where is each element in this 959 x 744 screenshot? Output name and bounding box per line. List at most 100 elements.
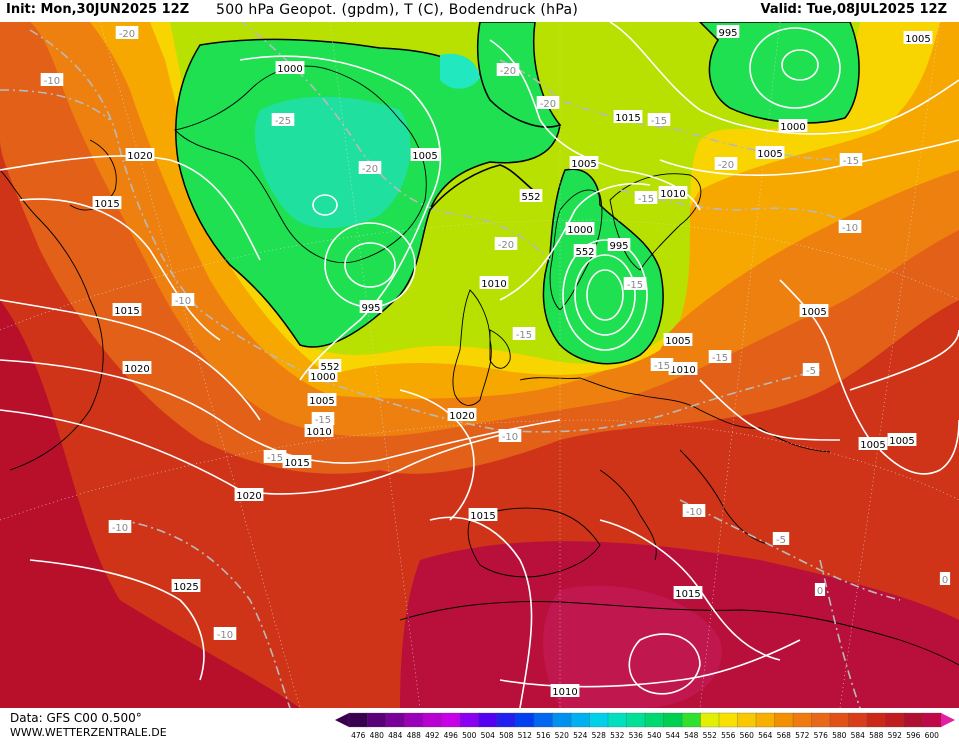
isobar-label-box: [410, 148, 440, 161]
isobar-label-text: 1015: [675, 589, 700, 600]
isotherm-label: -5: [772, 532, 790, 546]
chart-header: Init: Mon,30JUN2025 12Z 500 hPa Geopot. …: [0, 0, 959, 22]
isobar-label-box: [479, 276, 509, 289]
chart-title: 500 hPa Geopot. (gpdm), T (C), Bodendruc…: [216, 2, 579, 18]
isobar-label-text: 1005: [571, 159, 596, 170]
isotherm-label-box: [772, 532, 790, 545]
legend-swatch: [570, 712, 591, 728]
legend-swatch: [848, 712, 868, 728]
isotherm-label: -15: [839, 153, 863, 167]
isobar-label-text: 1010: [552, 687, 577, 698]
legend-value: 492: [425, 731, 440, 740]
isotherm-label: -15: [311, 412, 335, 426]
isobar-label-text: 1025: [173, 582, 198, 593]
init-time: Init: Mon,30JUN2025 12Z: [6, 2, 190, 17]
isobar-label-text: 1005: [905, 34, 930, 45]
legend-max-arrow: [941, 713, 955, 727]
legend-swatch: [459, 712, 480, 728]
isotherm-label-box: [634, 191, 658, 204]
isobar-label-box: [125, 148, 155, 161]
isotherm-label-box: [814, 583, 826, 596]
isobar-label-box: [304, 424, 334, 437]
legend-swatch: [607, 712, 628, 728]
isotherm-label-box: [494, 237, 518, 250]
geopotential-label-text: 552: [320, 362, 339, 373]
isotherm-label: -20: [494, 237, 518, 251]
isobar-label-box: [663, 333, 693, 346]
geopotential-label: 552: [519, 189, 543, 203]
isobar-label: 995: [607, 238, 631, 252]
isobar-label-box: [668, 362, 698, 375]
isobar-label-box: [112, 303, 142, 316]
legend-value: 528: [592, 731, 607, 740]
website-link[interactable]: WWW.WETTERZENTRALE.DE: [10, 726, 167, 739]
legend-swatch: [552, 712, 572, 728]
legend-swatch: [663, 712, 683, 728]
isotherm-label: -15: [634, 191, 658, 205]
legend-swatch: [737, 712, 757, 728]
isobar-label: 1000: [565, 222, 595, 236]
legend-value: 476: [351, 731, 366, 740]
isotherm-label-text: -25: [275, 116, 291, 127]
legend-value: 508: [499, 731, 514, 740]
isobar-label: 1010: [304, 424, 334, 438]
isotherm-label-text: -20: [500, 66, 516, 77]
isotherm-label: -15: [647, 113, 671, 127]
isotherm-label-text: 0: [817, 586, 823, 597]
isotherm-label-text: -5: [776, 535, 786, 546]
isotherm-label: -25: [271, 113, 295, 127]
isotherm-label: -10: [682, 504, 706, 518]
isobar-label-text: 1020: [124, 364, 149, 375]
legend-swatch: [385, 712, 406, 728]
legend-swatch: [589, 712, 609, 728]
isotherm-label-text: -10: [842, 223, 858, 234]
isotherm-label-text: -10: [175, 296, 191, 307]
isotherm-label: 0: [814, 583, 826, 597]
legend-value: 532: [610, 731, 625, 740]
isotherm-label-box: [213, 627, 237, 640]
isotherm-label: -10: [171, 293, 195, 307]
isobar-label: 1000: [308, 369, 338, 383]
legend-swatch: [515, 712, 535, 728]
isobar-label-box: [673, 586, 703, 599]
legend-swatch: [700, 712, 720, 728]
isotherm-label-text: -15: [315, 415, 331, 426]
weather-map: 1000 1020 1015 1015 1020 1005 995 1000 1005 1010 1…: [0, 22, 959, 708]
isobar-label-box: [903, 31, 933, 44]
isobar-label-box: [234, 488, 264, 501]
isobar-label: 1005: [799, 304, 829, 318]
isotherm-label-box: [263, 450, 287, 463]
isobar-label-box: [658, 186, 688, 199]
isobar-label-box: [307, 393, 337, 406]
isobar-label-box: [716, 25, 740, 38]
legend-value: 516: [536, 731, 551, 740]
fill-magenta-core: [543, 585, 722, 708]
isobar-label-text: 1010: [660, 189, 685, 200]
legend-value: 564: [758, 731, 773, 740]
legend-swatch: [922, 712, 942, 728]
isobar-label-text: 1005: [665, 336, 690, 347]
isobar-label: 1015: [613, 110, 643, 124]
isotherm-label-text: -15: [651, 116, 667, 127]
legend-swatch: [626, 712, 646, 728]
isobar-label-box: [613, 110, 643, 123]
legend-swatch: [478, 712, 498, 728]
isobars: [0, 22, 959, 708]
coastlines: [0, 65, 959, 666]
isobar-label-box: [275, 61, 305, 74]
isobar-label-text: 1000: [277, 64, 302, 75]
isotherm-label: -10: [40, 73, 64, 87]
legend-swatch: [811, 712, 831, 728]
isobar-label-box: [359, 300, 383, 313]
isotherm-label-box: [108, 520, 132, 533]
isotherm-label-text: -10: [217, 630, 233, 641]
isobar-label-text: 1015: [470, 511, 495, 522]
isobar-label-box: [887, 433, 917, 446]
isotherm-label-text: -10: [112, 523, 128, 534]
legend-value: 576: [814, 731, 829, 740]
isotherm-label-box: [838, 220, 862, 233]
isotherm-label-box: [536, 96, 560, 109]
isotherm-label-box: [498, 429, 522, 442]
isotherm-label-text: -15: [516, 330, 532, 341]
isotherm-label-text: -10: [686, 507, 702, 518]
